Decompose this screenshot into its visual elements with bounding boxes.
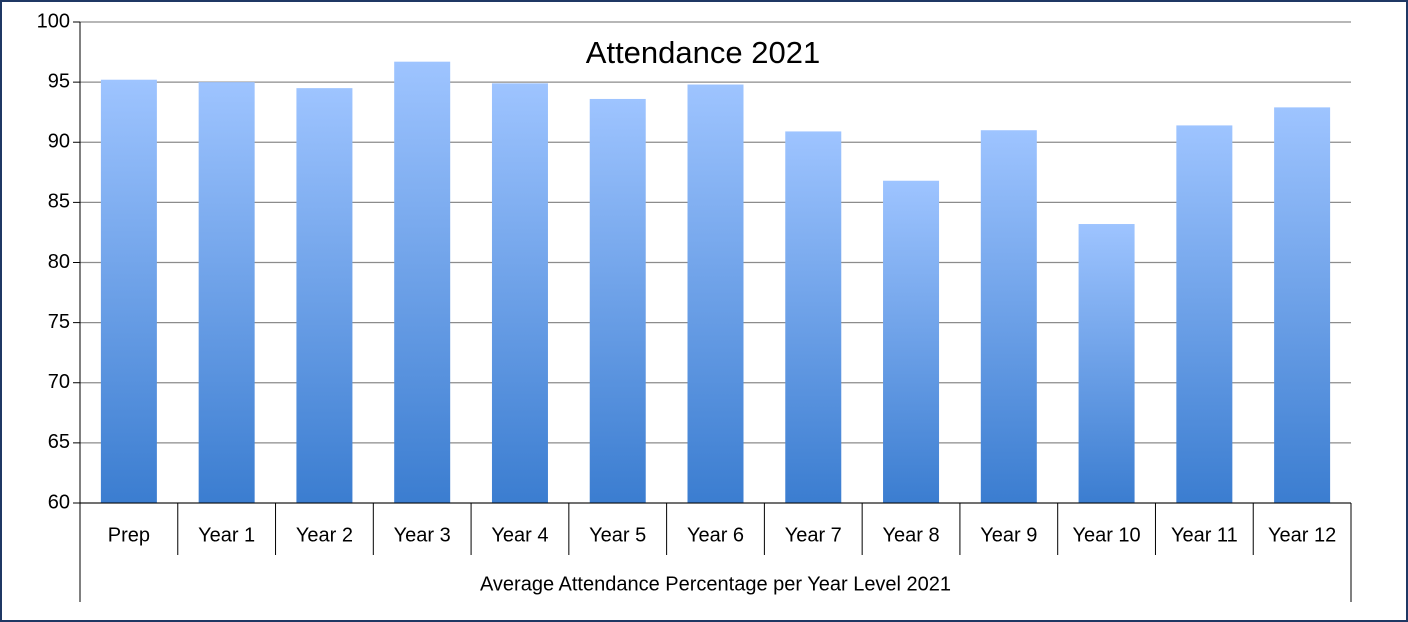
- x-tick-label: Year 3: [394, 524, 451, 546]
- bar: [1176, 125, 1233, 503]
- y-tick-label: 65: [48, 431, 70, 453]
- x-tick-label: Year 9: [980, 524, 1037, 546]
- bar: [1078, 224, 1135, 503]
- y-tick-label: 90: [48, 131, 70, 153]
- x-tick-label: Year 6: [687, 524, 744, 546]
- y-tick-label: 75: [48, 311, 70, 333]
- bar: [491, 83, 548, 503]
- x-tick-label: Year 11: [1171, 524, 1238, 546]
- bar: [687, 84, 744, 503]
- x-tick-label: Prep: [108, 524, 150, 546]
- bar: [198, 82, 255, 503]
- bar: [980, 130, 1037, 503]
- x-tick-label: Year 7: [785, 524, 842, 546]
- y-tick-label: 80: [48, 251, 70, 273]
- bar: [589, 98, 646, 504]
- bar: [1274, 107, 1331, 503]
- bar: [785, 131, 842, 504]
- bar: [296, 88, 353, 503]
- x-tick-label: Year 12: [1268, 524, 1336, 546]
- x-axis-label: Average Attendance Percentage per Year L…: [480, 573, 951, 595]
- bar: [883, 180, 940, 504]
- y-tick-label: 100: [37, 10, 70, 32]
- bar: [394, 61, 451, 504]
- y-tick-label: 70: [48, 371, 70, 393]
- x-tick-label: Year 2: [296, 524, 353, 546]
- x-tick-label: Year 10: [1072, 524, 1140, 546]
- y-tick-label: 95: [48, 70, 70, 92]
- y-tick-label: 85: [48, 191, 70, 213]
- x-tick-label: Year 8: [882, 524, 939, 546]
- chart-title: Attendance 2021: [586, 35, 820, 70]
- y-tick-label: 60: [48, 491, 70, 513]
- x-tick-label: Year 5: [589, 524, 646, 546]
- x-tick-label: Year 4: [491, 524, 548, 546]
- x-tick-label: Year 1: [198, 524, 255, 546]
- bar: [100, 79, 157, 503]
